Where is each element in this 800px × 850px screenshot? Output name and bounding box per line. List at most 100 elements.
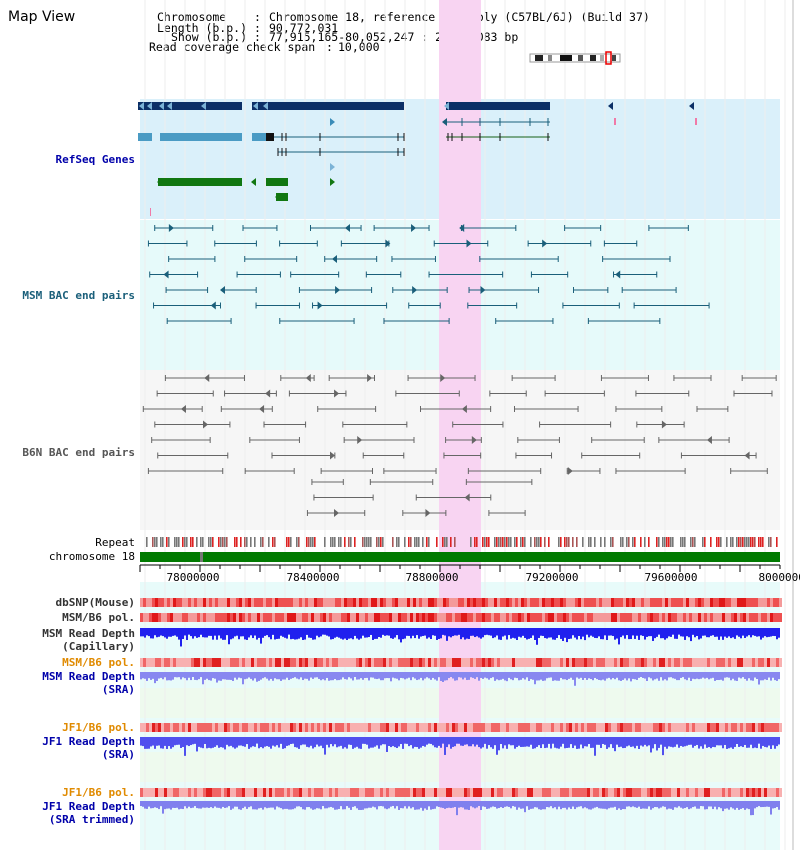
repeat-bar xyxy=(520,537,522,547)
msm-b6-pol-bar xyxy=(677,613,680,622)
msm-depth-sra-bar xyxy=(186,672,188,681)
msm-depth-sra-bar xyxy=(266,672,268,679)
repeat-bar xyxy=(746,537,748,547)
msm-depth-capillary-bar xyxy=(324,628,326,635)
dbsnp-bar xyxy=(485,598,488,607)
msm-b6-pol-sra-bar xyxy=(218,658,221,667)
msm-b6-pol-sra-bar xyxy=(686,658,689,667)
jf1-depth-trim-bar xyxy=(180,801,182,809)
gene-arrow xyxy=(159,102,164,110)
msm-depth-sra-bar xyxy=(388,672,390,679)
dbsnp-bar xyxy=(203,598,206,607)
msm-b6-pol-sra-bar xyxy=(524,658,527,667)
track-label-refseq[interactable]: RefSeq Genes xyxy=(55,153,135,166)
jf1-depth-sra-bar xyxy=(460,737,462,746)
msm-b6-pol-sra-bar xyxy=(473,658,476,667)
msm-depth-capillary-bar xyxy=(298,628,300,639)
msm-depth-capillary-bar xyxy=(368,628,370,638)
msm-depth-capillary-bar xyxy=(314,628,316,640)
jf1-depth-sra-bar xyxy=(310,737,312,746)
jf1-depth-trim-bar xyxy=(466,801,468,810)
jf1-b6-pol2-bar xyxy=(521,788,524,797)
msm-depth-capillary-bar xyxy=(182,628,184,640)
dbsnp-bar xyxy=(476,598,479,607)
track-label-b6n-bac[interactable]: B6N BAC end pairs xyxy=(22,446,135,459)
msm-depth-sra-bar xyxy=(558,672,560,681)
msm-b6-pol-bar xyxy=(161,613,164,622)
jf1-b6-pol-bar xyxy=(380,723,383,732)
jf1-depth-trim-bar xyxy=(582,801,584,809)
repeat-bar xyxy=(376,537,378,547)
jf1-depth-trim-bar xyxy=(578,801,580,807)
dbsnp-bar xyxy=(683,598,686,607)
jf1-depth-sra-bar xyxy=(544,737,546,749)
jf1-b6-pol2-bar xyxy=(431,788,434,797)
msm-b6-pol-bar xyxy=(368,613,371,622)
jf1-depth-sra-bar xyxy=(262,737,264,749)
dbsnp-bar xyxy=(629,598,632,607)
msm-depth-sra-bar xyxy=(676,672,678,681)
msm-b6-pol-sra-bar xyxy=(146,658,149,667)
jf1-b6-pol2-bar xyxy=(425,788,428,797)
dbsnp-bar xyxy=(644,598,647,607)
msm-depth-capillary-bar xyxy=(232,628,234,639)
msm-depth-sra-bar xyxy=(258,672,260,681)
jf1-depth-trim-bar xyxy=(170,801,172,810)
jf1-depth-sra-bar xyxy=(276,737,278,746)
msm-b6-pol-sra-bar xyxy=(476,658,479,667)
jf1-depth-trim-bar xyxy=(164,801,166,810)
msm-b6-pol-bar xyxy=(635,613,638,622)
jf1-depth-trim-bar xyxy=(450,801,452,809)
repeat-bar xyxy=(396,537,398,547)
jf1-depth-sra-bar xyxy=(150,737,152,747)
jf1-depth-sra-bar xyxy=(236,737,238,748)
msm-b6-pol-bar xyxy=(614,613,617,622)
repeat-bar xyxy=(770,537,772,547)
jf1-depth-trim-bar xyxy=(372,801,374,807)
jf1-depth-trim-bar xyxy=(590,801,592,810)
jf1-depth-sra-bar xyxy=(446,737,448,748)
jf1-depth-sra-bar xyxy=(440,737,442,748)
msm-b6-pol-bar xyxy=(290,613,293,622)
jf1-b6-pol-bar xyxy=(341,723,344,732)
jf1-b6-pol-bar xyxy=(314,723,317,732)
jf1-b6-pol-bar xyxy=(752,723,755,732)
jf1-b6-pol-bar xyxy=(197,723,200,732)
jf1-depth-trim-bar xyxy=(506,801,508,807)
dbsnp-bar xyxy=(560,598,563,607)
msm-b6-pol-bar xyxy=(194,613,197,622)
jf1-b6-pol-bar xyxy=(203,723,206,732)
msm-b6-pol-bar xyxy=(269,613,272,622)
jf1-b6-pol-bar xyxy=(569,723,572,732)
msm-depth-capillary-bar xyxy=(148,628,150,637)
jf1-b6-pol2-bar xyxy=(683,788,686,797)
jf1-b6-pol-bar xyxy=(494,723,497,732)
msm-depth-sra-bar xyxy=(668,672,670,678)
jf1-depth-trim-bar xyxy=(456,801,458,816)
msm-depth-sra-bar xyxy=(580,672,582,678)
msm-b6-pol-bar xyxy=(755,613,758,622)
msm-b6-pol-sra-bar xyxy=(671,658,674,667)
jf1-b6-pol-bar xyxy=(560,723,563,732)
jf1-b6-pol-bar xyxy=(356,723,359,732)
msm-depth-capillary-bar xyxy=(776,628,778,640)
jf1-b6-pol2-bar xyxy=(194,788,197,797)
msm-b6-pol-bar xyxy=(575,613,578,622)
msm-depth-sra-bar xyxy=(734,672,736,681)
jf1-depth-trim-bar xyxy=(140,801,142,807)
msm-b6-pol-sra-bar xyxy=(152,658,155,667)
dbsnp-bar xyxy=(755,598,758,607)
msm-depth-sra-bar xyxy=(364,672,366,679)
jf1-b6-pol2-bar xyxy=(467,788,470,797)
jf1-b6-pol2-bar xyxy=(650,788,653,797)
track-label-msm-bac[interactable]: MSM BAC end pairs xyxy=(22,289,135,302)
repeat-bar xyxy=(308,537,310,547)
jf1-b6-pol-bar xyxy=(437,723,440,732)
msm-b6-pol-bar xyxy=(380,613,383,622)
msm-depth-sra-bar xyxy=(622,672,624,680)
jf1-depth-trim-bar xyxy=(176,801,178,808)
jf1-depth-sra-bar xyxy=(650,737,652,753)
msm-depth-sra-bar xyxy=(678,672,680,681)
track-label-msm-b6-pol-sra: MSM/B6 pol. xyxy=(62,656,135,669)
